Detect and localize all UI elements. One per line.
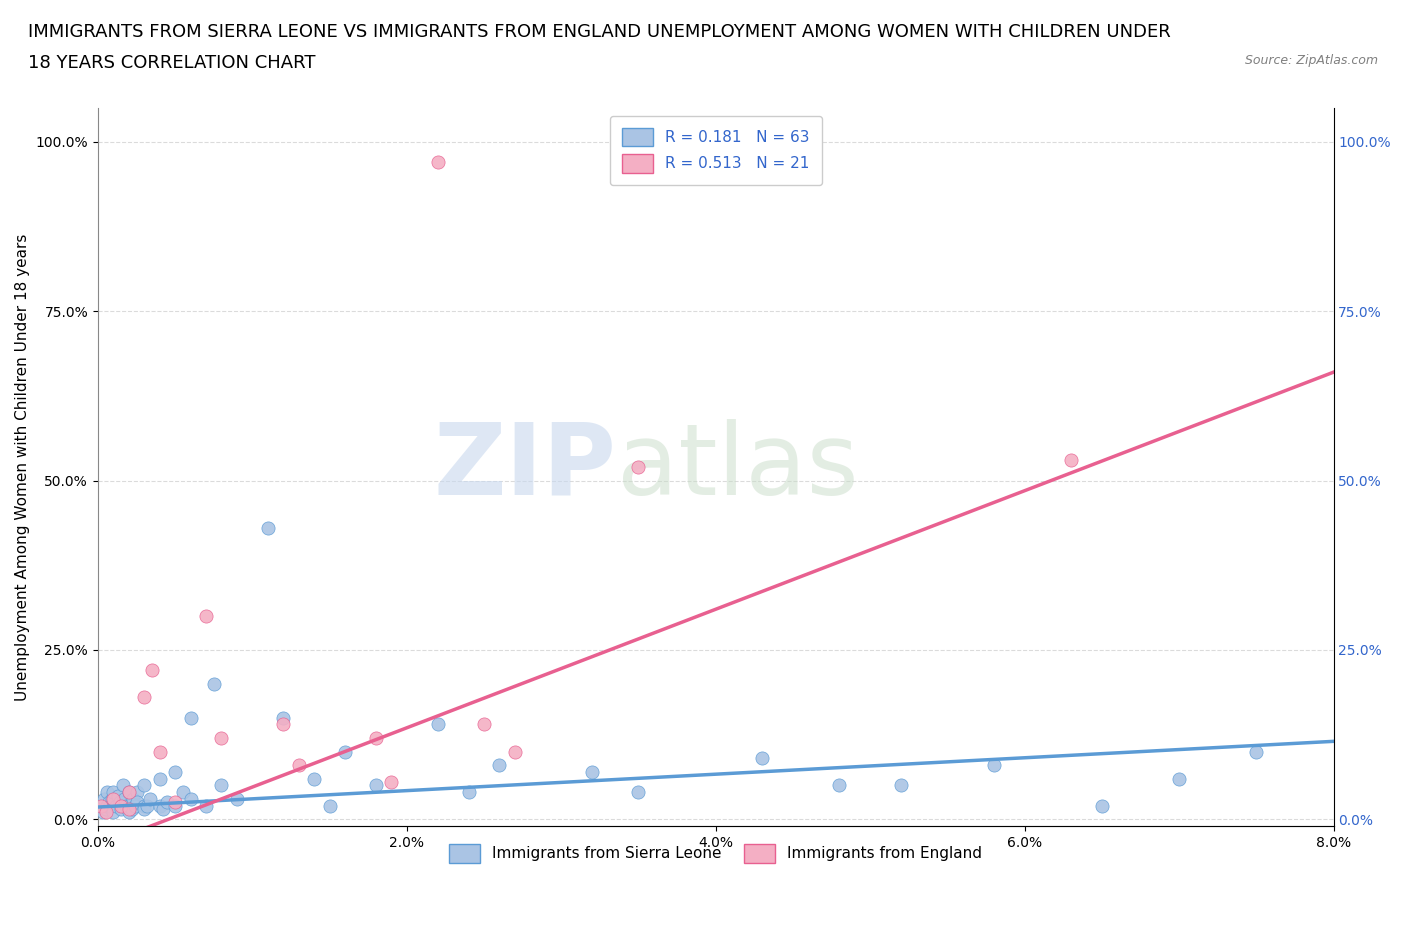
Point [90,798,112,813]
Point [165,798,187,813]
Point [149,798,172,813]
Point [333,744,356,759]
Point [103,791,125,806]
Point [96,798,118,813]
Point [94,802,117,817]
Point [90,798,112,813]
Point [364,777,387,792]
Point [195,798,218,813]
Point [114,798,136,813]
Text: ZIP: ZIP [434,418,617,515]
Point [202,676,225,691]
Point [97,795,120,810]
Point [211,777,233,792]
Point [110,802,132,817]
Point [101,791,124,806]
Point [91,805,114,820]
Y-axis label: Unemployment Among Women with Children Under 18 years: Unemployment Among Women with Children U… [15,233,30,700]
Point [488,758,510,773]
Legend: Immigrants from Sierra Leone, Immigrants from England: Immigrants from Sierra Leone, Immigrants… [443,838,988,869]
Point [103,805,125,820]
Point [108,795,131,810]
Point [149,771,172,786]
Point [118,802,141,817]
Point [136,798,159,813]
Point [112,791,135,806]
Point [110,798,132,813]
Point [180,711,202,725]
Point [1168,771,1191,786]
Point [287,758,309,773]
Point [627,785,650,800]
Point [134,690,156,705]
Point [118,805,141,820]
Point [983,758,1005,773]
Point [1246,744,1268,759]
Point [122,791,145,806]
Point [225,791,247,806]
Point [124,798,146,813]
Point [1060,453,1083,468]
Point [125,785,148,800]
Point [180,791,202,806]
Point [380,775,402,790]
Point [96,785,118,800]
Point [118,785,141,800]
Point [103,785,125,800]
Point [271,711,294,725]
Point [94,805,117,820]
Point [172,785,194,800]
Point [581,764,603,779]
Point [141,663,163,678]
Point [165,764,187,779]
Point [890,777,912,792]
Text: Source: ZipAtlas.com: Source: ZipAtlas.com [1244,54,1378,67]
Point [105,798,128,813]
Point [149,744,172,759]
Point [165,795,187,810]
Point [364,730,387,745]
Point [472,717,495,732]
Point [134,802,156,817]
Point [256,521,278,536]
Text: IMMIGRANTS FROM SIERRA LEONE VS IMMIGRANTS FROM ENGLAND UNEMPLOYMENT AMONG WOMEN: IMMIGRANTS FROM SIERRA LEONE VS IMMIGRAN… [28,23,1171,41]
Point [118,798,141,813]
Text: 18 YEARS CORRELATION CHART: 18 YEARS CORRELATION CHART [28,54,315,72]
Point [121,802,143,817]
Point [93,791,115,806]
Point [503,744,526,759]
Point [426,154,449,169]
Point [134,777,156,792]
Point [107,788,129,803]
Point [98,798,121,813]
Point [125,795,148,810]
Text: atlas: atlas [617,418,859,515]
Point [156,795,179,810]
Point [111,777,134,792]
Point [751,751,773,765]
Point [134,798,156,813]
Point [139,791,162,806]
Point [627,459,650,474]
Point [302,771,325,786]
Point [152,802,174,817]
Point [111,798,134,813]
Point [1091,798,1114,813]
Point [828,777,851,792]
Point [457,785,479,800]
Point [426,717,449,732]
Point [118,785,141,800]
Point [318,798,340,813]
Point [211,730,233,745]
Point [271,717,294,732]
Point [195,608,218,623]
